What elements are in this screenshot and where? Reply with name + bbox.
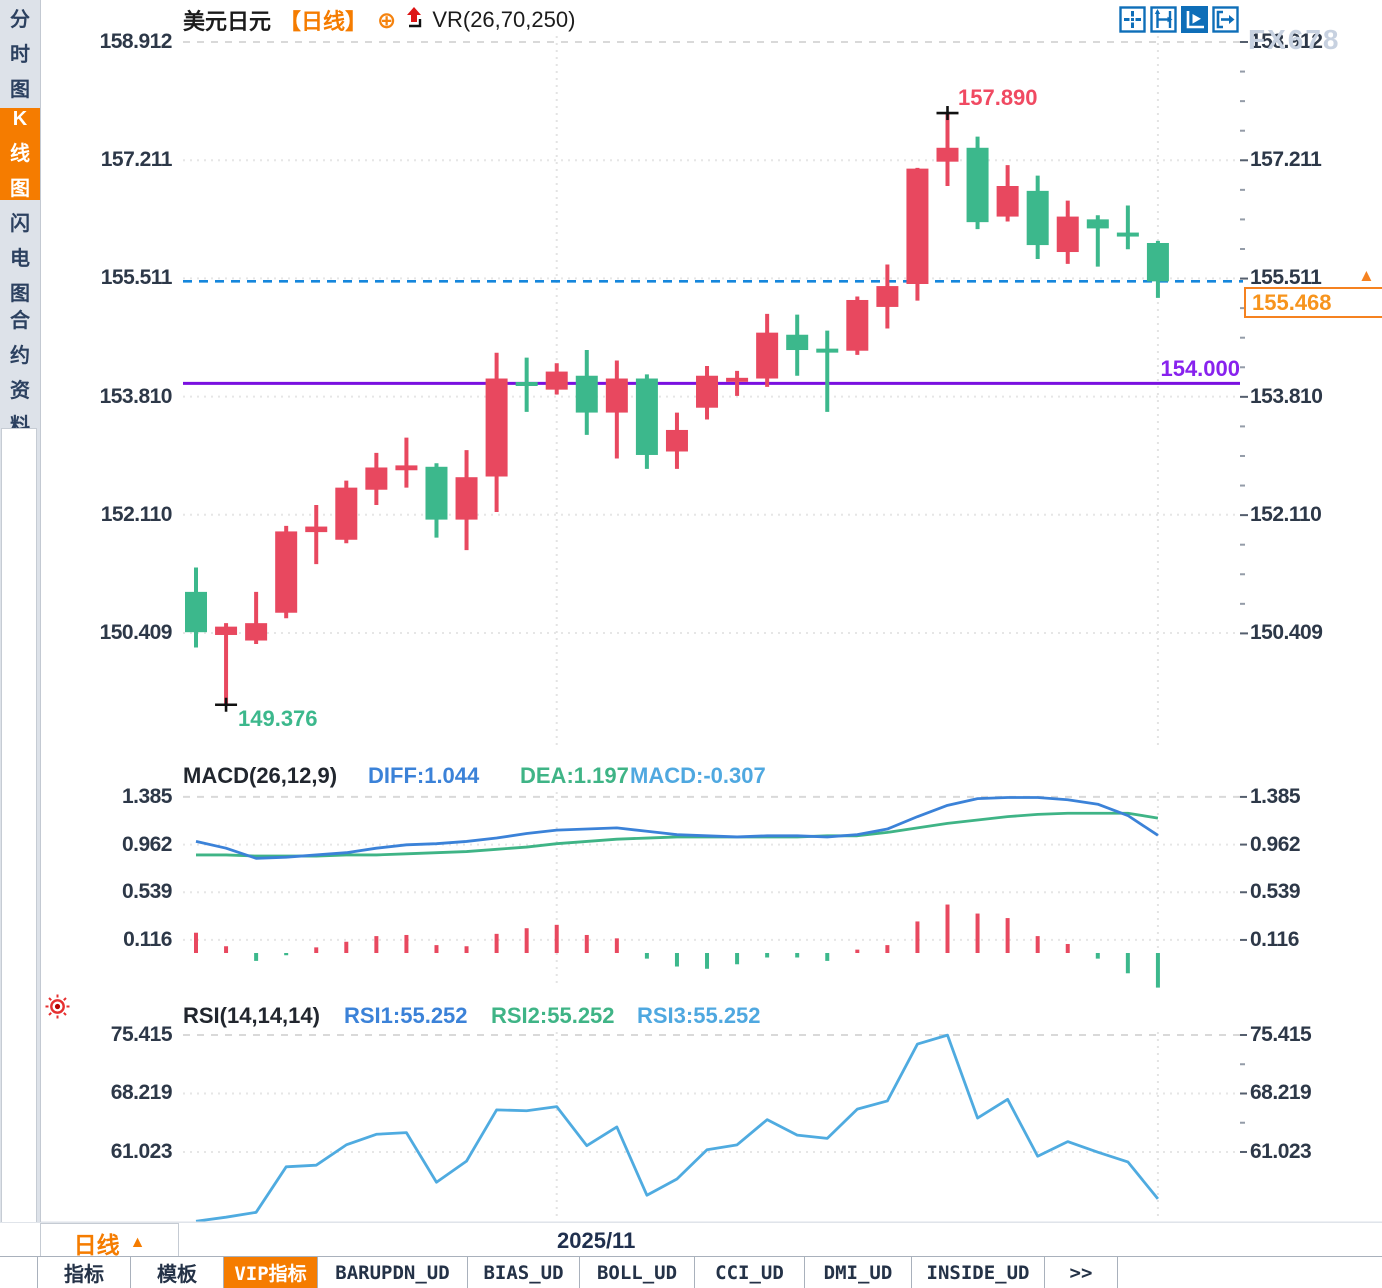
exit-right-icon[interactable] bbox=[1212, 6, 1239, 33]
raise-arrow-icon bbox=[404, 5, 424, 35]
rsi-axis-label: 75.415 bbox=[1250, 1023, 1312, 1046]
sidebar-item-1[interactable]: 分时图 bbox=[10, 8, 30, 101]
macd-axis-label: 0.116 bbox=[123, 927, 172, 951]
high-price-label: 157.890 bbox=[958, 85, 1038, 110]
rsi-axis-label: 61.023 bbox=[1250, 1139, 1312, 1163]
price-axis-label: 155.511 bbox=[100, 266, 173, 290]
price-axis-label: 153.810 bbox=[1250, 384, 1323, 408]
rsi-axis-label: 68.219 bbox=[110, 1081, 173, 1105]
macd-axis-label: 1.385 bbox=[121, 784, 173, 808]
crosshair-icon[interactable] bbox=[1119, 6, 1146, 33]
indicator-tab-bar: 指标 模板 VIP指标 BARUPDN_UD BIAS_UD BOLL_UD CCI_UD D… bbox=[0, 1256, 1382, 1288]
tab-cci_ud[interactable]: CCI_UD bbox=[695, 1257, 805, 1288]
price-axis-label: 158.912 bbox=[1250, 30, 1323, 53]
watermark: FX678 bbox=[1248, 24, 1341, 55]
rsi-axis-label: 75.415 bbox=[110, 1023, 173, 1046]
chart-toolbar bbox=[1119, 6, 1239, 33]
tab-vip指标[interactable]: VIP指标 bbox=[224, 1257, 318, 1288]
last-price-tag: 155.468 bbox=[1244, 287, 1382, 318]
x-axis-date-label: 2025/11 bbox=[557, 1228, 636, 1253]
tab-inside_ud[interactable]: INSIDE_UD bbox=[912, 1257, 1045, 1288]
symbol-name: 美元日元 bbox=[183, 9, 272, 34]
price-axis-label: 152.110 bbox=[100, 502, 173, 526]
price-axis-label: 153.810 bbox=[99, 384, 173, 408]
rsi-axis-label: 68.219 bbox=[1250, 1081, 1312, 1105]
rsi-title: RSI(14,14,14) bbox=[183, 1003, 320, 1028]
tab-bar-filler bbox=[1118, 1257, 1382, 1288]
tab-boll_ud[interactable]: BOLL_UD bbox=[580, 1257, 695, 1288]
macd-axis-label: 0.539 bbox=[1250, 880, 1301, 904]
tab-bias_ud[interactable]: BIAS_UD bbox=[468, 1257, 580, 1288]
sidebar-empty-panel bbox=[1, 428, 37, 1282]
macd-title: MACD(26,12,9) bbox=[183, 763, 338, 788]
horizontal-level-label[interactable]: 154.000 bbox=[1160, 356, 1240, 381]
last-price-arrow-icon: ▲ bbox=[1358, 266, 1375, 285]
rsi1-value: RSI1:55.252 bbox=[344, 1003, 468, 1028]
period-label: 日线 bbox=[73, 1231, 120, 1258]
price-axis-label: 155.511 bbox=[1250, 266, 1322, 290]
period-arrow-icon: ▲ bbox=[129, 1233, 146, 1251]
tab-dmi_ud[interactable]: DMI_UD bbox=[805, 1257, 912, 1288]
axis-play-icon[interactable] bbox=[1181, 6, 1208, 33]
macd-dea-value: DEA:1.197 bbox=[520, 763, 629, 788]
tab-指标[interactable]: 指标 bbox=[38, 1257, 131, 1288]
macd-hist-value: MACD:-0.307 bbox=[630, 763, 766, 788]
price-axis-label: 157.211 bbox=[100, 148, 173, 172]
price-axis-label: 150.409 bbox=[99, 620, 173, 644]
macd-axis-label: 0.116 bbox=[1250, 927, 1299, 951]
rsi3-value: RSI3:55.252 bbox=[637, 1003, 761, 1028]
tab-模板[interactable]: 模板 bbox=[131, 1257, 224, 1288]
macd-diff-value: DIFF:1.044 bbox=[368, 763, 480, 788]
period-tag[interactable]: 【日线】 bbox=[279, 9, 368, 34]
chart-title-row: 美元日元 【日线】 ⊕ VR(26,70,250) bbox=[183, 5, 576, 35]
rsi2-value: RSI2:55.252 bbox=[491, 1003, 615, 1028]
add-indicator-icon[interactable]: ⊕ bbox=[377, 6, 397, 33]
macd-axis-label: 0.962 bbox=[1250, 832, 1301, 856]
tab-barupdn_ud[interactable]: BARUPDN_UD bbox=[318, 1257, 468, 1288]
rsi-axis-label: 61.023 bbox=[110, 1139, 173, 1163]
sidebar-item-3[interactable]: 闪电图 bbox=[10, 212, 30, 305]
tab->>[interactable]: >> bbox=[1045, 1257, 1118, 1288]
axis-scale-icon[interactable] bbox=[1150, 6, 1177, 33]
price-axis-label: 150.409 bbox=[1250, 620, 1323, 644]
indicator-formula[interactable]: VR(26,70,250) bbox=[432, 7, 576, 32]
price-axis-label: 158.912 bbox=[99, 30, 173, 53]
sidebar-item-4[interactable]: 合约资料 bbox=[10, 310, 30, 437]
low-price-label: 149.376 bbox=[238, 706, 318, 731]
macd-axis-label: 0.962 bbox=[121, 832, 173, 856]
macd-axis-label: 0.539 bbox=[121, 880, 173, 904]
date-bar: 日线 ▲ 2025/11 bbox=[0, 1222, 1382, 1262]
price-axis-label: 152.110 bbox=[1250, 502, 1322, 526]
alert-sun-icon[interactable] bbox=[44, 993, 71, 1025]
price-axis-label: 157.211 bbox=[1250, 148, 1322, 172]
tab-spacer bbox=[0, 1257, 38, 1288]
macd-axis-label: 1.385 bbox=[1250, 784, 1301, 808]
